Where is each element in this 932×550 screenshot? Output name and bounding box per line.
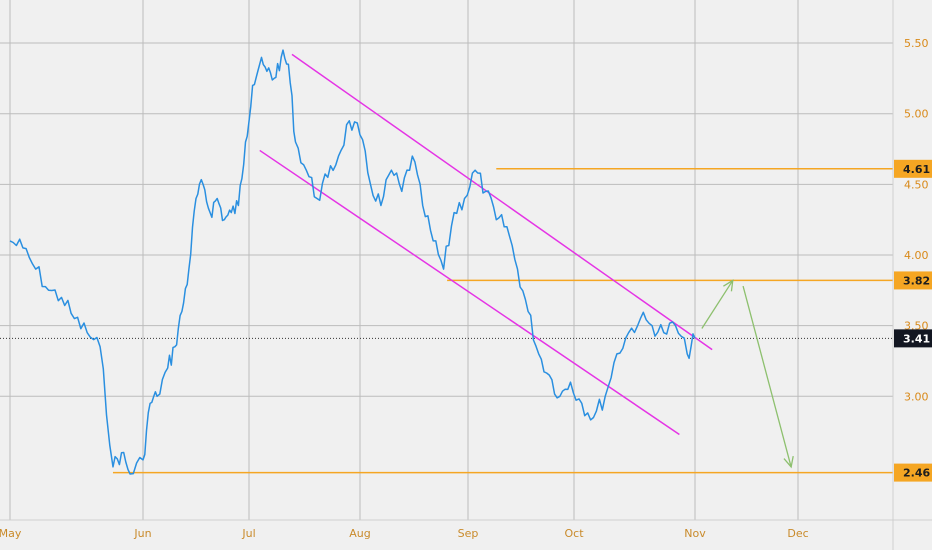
vertical-gridlines — [9, 0, 799, 520]
arrow-down-head — [783, 456, 794, 469]
x-tick-label: Jul — [241, 527, 255, 540]
descending-channel — [259, 53, 713, 436]
level-tag-2.46: 2.46 — [894, 463, 932, 482]
price-series — [9, 49, 696, 475]
x-tick-label: Nov — [684, 527, 706, 540]
y-axis: 5.505.004.504.003.503.00 — [904, 37, 929, 403]
last-price-tag-bg — [894, 329, 932, 348]
level-tag-3.82: 3.82 — [894, 271, 932, 290]
level-tag-4.61-label: 4.61 — [903, 163, 930, 176]
price-tags: 4.61 3.82 2.46 3.41 — [894, 159, 932, 482]
arrow-up-shaft — [701, 280, 734, 329]
channel-lower-line — [259, 149, 680, 436]
arrow-up-head — [723, 279, 734, 292]
x-tick-label: Sep — [458, 527, 479, 540]
level-tag-4.61: 4.61 — [894, 159, 932, 178]
horizontal-levels — [0, 168, 893, 474]
x-tick-label: Dec — [787, 527, 808, 540]
level-tag-2.46-bg — [894, 463, 932, 482]
y-tick-label: 5.00 — [904, 108, 929, 121]
channel-upper-line — [291, 53, 713, 351]
level-tag-4.61-bg — [894, 159, 932, 178]
arrow-down-shaft — [742, 285, 792, 468]
y-tick-label: 4.50 — [904, 178, 929, 191]
y-tick-label: 3.00 — [904, 390, 929, 403]
projection-arrows — [701, 279, 794, 469]
x-tick-label: May — [0, 527, 22, 540]
x-tick-label: Jun — [133, 527, 151, 540]
y-tick-label: 4.00 — [904, 249, 929, 262]
last-price-tag: 3.41 — [894, 329, 932, 348]
last-price-tag-label: 3.41 — [903, 332, 930, 345]
x-axis: May Jun Jul Aug Sep Oct Nov Dec — [0, 527, 809, 540]
horizontal-gridlines — [0, 42, 893, 397]
level-tag-3.82-bg — [894, 271, 932, 290]
level-tag-3.82-label: 3.82 — [903, 274, 930, 287]
price-line — [9, 49, 696, 475]
level-tag-2.46-label: 2.46 — [903, 467, 930, 480]
x-tick-label: Oct — [564, 527, 584, 540]
x-tick-label: Aug — [349, 527, 370, 540]
y-tick-label: 5.50 — [904, 37, 929, 50]
